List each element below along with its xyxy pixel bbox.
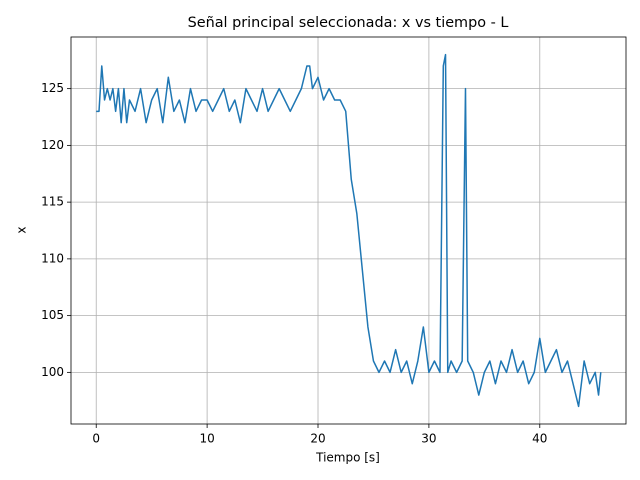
x-axis-label: Tiempo [s]: [315, 451, 380, 465]
x-tick-label: 0: [92, 432, 100, 446]
y-axis-label: x: [15, 226, 29, 233]
y-tick-label: 100: [41, 365, 64, 379]
y-tick-label: 105: [41, 308, 64, 322]
y-tick-label: 125: [41, 81, 64, 95]
axes-frame: [70, 36, 627, 425]
y-tick-label: 110: [41, 251, 64, 265]
x-tick-label: 40: [532, 432, 547, 446]
y-tick-label: 120: [41, 138, 64, 152]
plot-area: 0 10 20 30 40 100 105 110 115 120 125: [41, 37, 626, 446]
chart-title: Señal principal seleccionada: x vs tiemp…: [188, 15, 509, 31]
x-tick-label: 10: [199, 432, 214, 446]
data-line: [96, 53, 602, 408]
x-tick-label: 20: [310, 432, 325, 446]
y-tick-label: 115: [41, 195, 64, 209]
x-tick-label: 30: [421, 432, 436, 446]
